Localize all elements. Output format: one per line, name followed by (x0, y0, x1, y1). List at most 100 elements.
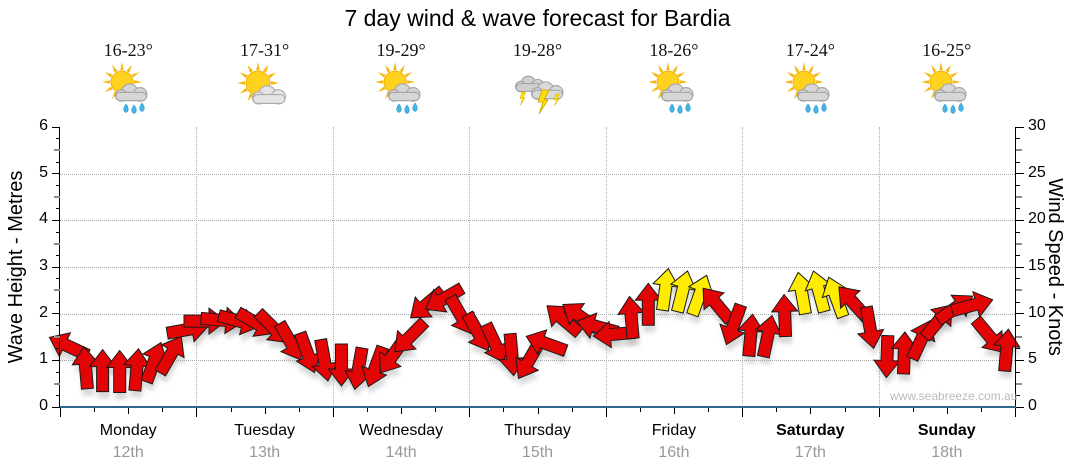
left-axis-tick (54, 382, 60, 385)
wind-arrow-shadow (313, 345, 339, 388)
right-axis-tick (1016, 394, 1020, 396)
wind-arrow (872, 334, 901, 379)
wind-arrow-shadow (201, 314, 244, 341)
wind-arrow-shadow (380, 342, 411, 380)
wind-arrow (686, 274, 714, 318)
sun-cloud-rain-icon (100, 62, 156, 116)
right-axis-tick (1016, 313, 1024, 315)
right-tick-label: 5 (1028, 350, 1037, 368)
left-axis-tick (56, 348, 60, 350)
left-tick-label: 4 (39, 210, 48, 228)
x-axis-tick (605, 408, 607, 417)
wind-arrow-shadow (446, 301, 476, 341)
page-title: 7 day wind & wave forecast for Bardia (344, 5, 731, 31)
date-label: 18th (931, 444, 963, 461)
wind-arrow-shadow (90, 356, 117, 399)
wind-arrow (919, 304, 953, 342)
wind-arrow-shadow (789, 279, 815, 322)
wind-arrow (787, 271, 815, 316)
left-axis-tick (54, 289, 60, 292)
left-axis-tick (52, 359, 60, 361)
wind-arrow-shadow (994, 336, 1021, 379)
day-label-wednesday: Wednesday (358, 422, 444, 439)
right-tick-label: 30 (1028, 117, 1046, 134)
right-axis-tick (1016, 359, 1024, 361)
date-label: 15th (521, 444, 554, 461)
wind-arrow-shadow (500, 340, 527, 383)
wind-arrow (754, 314, 783, 359)
sun-cloud-icon (236, 62, 293, 116)
wind-arrow-shadow (218, 316, 261, 342)
day-label-tuesday: Tuesday (234, 422, 296, 439)
left-axis-tick (56, 301, 60, 303)
x-axis-tick (571, 408, 573, 412)
h-gridline (60, 173, 1015, 175)
x-axis-tick (844, 408, 846, 412)
day-label-thursday: Thursday (504, 422, 571, 439)
right-tick-label: 20 (1028, 210, 1046, 228)
wind-arrow (234, 306, 275, 337)
right-axis-tick (1016, 278, 1020, 280)
x-axis-tick (537, 408, 539, 414)
wind-arrow-shadow (167, 323, 210, 349)
right-axis-title: Wind Speed - Knots (1044, 178, 1066, 356)
wind-arrow (770, 293, 799, 338)
left-tick-label: 3 (39, 257, 48, 274)
x-axis-tick (94, 408, 96, 412)
wind-arrow-shadow (141, 349, 169, 391)
wind-arrow (394, 317, 430, 353)
wind-arrow-shadow (275, 327, 305, 367)
wind-arrow (154, 335, 185, 377)
wind-arrow (890, 331, 919, 375)
x-axis-tick (298, 408, 300, 412)
x-axis-tick (708, 408, 709, 412)
v-gridline (196, 127, 198, 407)
left-axis-tick (54, 149, 60, 152)
x-axis-tick (742, 408, 744, 417)
x-axis-tick (162, 408, 164, 412)
wind-arrow (379, 334, 411, 374)
wind-arrow-shadow (411, 293, 448, 325)
x-axis-tick (196, 408, 198, 417)
wind-arrow-shadow (594, 328, 637, 355)
wind-arrow (498, 332, 527, 377)
v-gridline (605, 127, 607, 407)
right-axis-tick (1016, 242, 1022, 245)
day-label-friday: Friday (651, 422, 697, 439)
right-axis-tick (1016, 173, 1024, 175)
x-axis-tick (639, 408, 641, 412)
date-label: 17th (794, 444, 826, 461)
wind-arrow-shadow (772, 301, 799, 344)
wind-arrow-shadow (426, 290, 466, 319)
wind-arrow (737, 313, 765, 358)
left-axis-tick (56, 231, 60, 233)
right-axis-tick (1016, 161, 1020, 163)
sun-cloud-rain-icon (919, 62, 975, 116)
left-tick-label: 6 (39, 117, 48, 134)
wind-arrow (105, 349, 134, 393)
sun-cloud-rain-icon (646, 62, 702, 116)
left-axis-tick (52, 126, 60, 128)
x-axis-tick (435, 408, 437, 412)
wind-arrow (140, 341, 169, 385)
wind-arrow-shadow (636, 290, 663, 333)
sun-cloud-rain-icon (373, 62, 429, 116)
wind-arrow (273, 319, 305, 361)
date-label: 12th (112, 444, 144, 461)
right-axis-tick (1016, 231, 1020, 233)
wind-arrow-shadow (185, 315, 227, 342)
x-axis-line (60, 406, 1016, 408)
right-axis-tick (1016, 266, 1024, 268)
x-axis-tick (946, 408, 948, 414)
wind-arrow (461, 310, 492, 352)
date-label: 14th (385, 444, 417, 461)
wind-arrow (617, 295, 645, 340)
wind-arrow (970, 315, 1004, 353)
date-label: 13th (249, 444, 281, 461)
wind-arrow (949, 290, 994, 318)
wind-arrow-shadow (921, 312, 953, 349)
wind-arrow-shadow (235, 314, 276, 344)
day-label-monday: Monday (99, 422, 157, 439)
left-axis-tick (54, 196, 60, 198)
wind-arrow-shadow (527, 336, 569, 364)
